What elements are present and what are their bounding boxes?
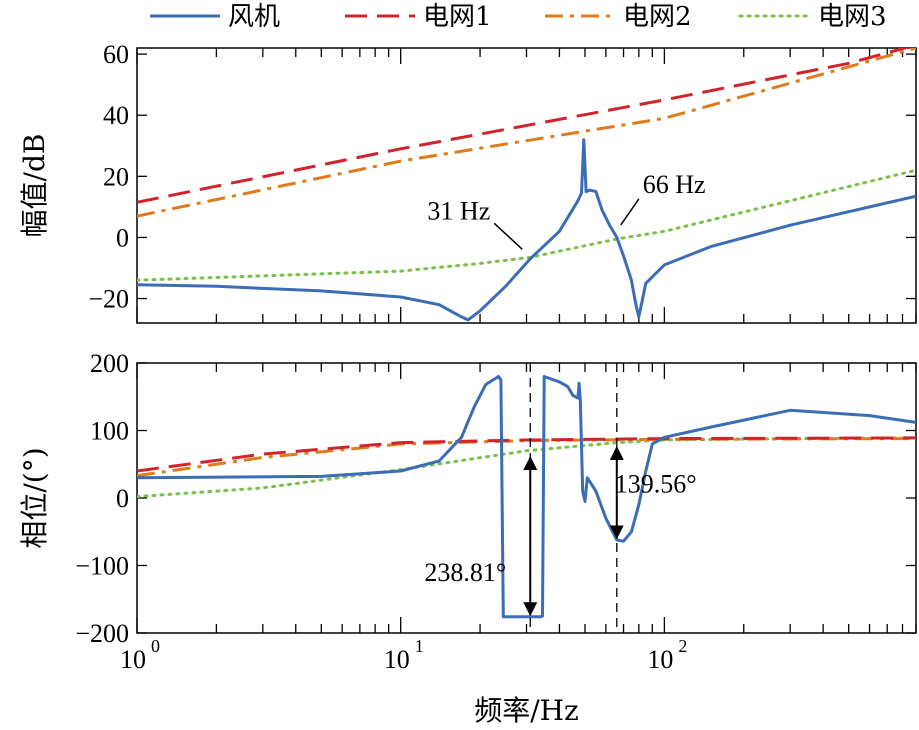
- phase-line-grid-2: [137, 437, 916, 478]
- phase-y-tick-label: 100: [90, 417, 129, 446]
- phase-line-grid-1: [137, 436, 916, 473]
- magnitude-panel: −20 0 20 40 60 幅值/dB 31 Hz 66 Hz: [18, 40, 917, 324]
- phase-y-tick-label: −200: [75, 619, 129, 648]
- phase-difference-label-1: 139.56°: [615, 470, 697, 499]
- x-tick-label-exponent: 2: [678, 636, 687, 656]
- magnitude-y-axis-title: 幅值/dB: [18, 134, 51, 238]
- x-tick-label: 10: [120, 645, 146, 674]
- x-tick-label-exponent: 1: [415, 636, 424, 656]
- phase-series-group: [137, 375, 916, 619]
- magnitude-line-grid-2: [137, 48, 916, 218]
- legend: 风机 电网1 电网2 电网3: [150, 2, 887, 32]
- phase-y-tick-label: 200: [90, 349, 129, 378]
- x-tick-label: 10: [384, 645, 410, 674]
- legend-label-grid-2: 电网2: [623, 2, 692, 32]
- magnitude-series-group: [137, 48, 916, 322]
- phase-line-fan: [137, 375, 916, 619]
- legend-label-fan: 风机: [228, 2, 280, 32]
- magnitude-y-tick-label: 40: [103, 101, 129, 130]
- legend-label-grid-1: 电网1: [423, 2, 492, 32]
- phase-line-grid-3: [137, 436, 916, 499]
- annotation-31hz-leader: [493, 222, 523, 250]
- annotation-31hz-label: 31 Hz: [427, 196, 490, 225]
- x-axis-title: 频率/Hz: [474, 694, 579, 727]
- magnitude-y-tick-label: 0: [116, 223, 129, 252]
- magnitude-y-tick-label: 60: [103, 40, 129, 69]
- annotation-66hz-label: 66 Hz: [643, 170, 706, 199]
- legend-label-grid-3: 电网3: [818, 2, 887, 32]
- phase-y-tick-label: 0: [116, 484, 129, 513]
- phase-difference-label-0: 238.81°: [424, 558, 506, 587]
- annotation-66hz-leader: [620, 198, 640, 226]
- magnitude-y-tick-label: 20: [103, 162, 129, 191]
- magnitude-frame: [136, 47, 917, 324]
- phase-y-axis-title: 相位/(°): [18, 447, 51, 548]
- magnitude-line-grid-1: [137, 48, 911, 204]
- phase-panel: −200 −100 0 100 200 相位/(°) 238.81° 139.56°: [18, 349, 917, 648]
- x-tick-label: 10: [647, 645, 673, 674]
- magnitude-line-fan: [137, 138, 916, 322]
- x-axis-title-group: 10 0 10 1 10 2频率/Hz: [120, 636, 687, 727]
- x-tick-label-exponent: 0: [151, 636, 160, 656]
- phase-y-tick-label: −100: [75, 552, 129, 581]
- phase-frame: [136, 362, 917, 634]
- magnitude-y-tick-label: −20: [88, 285, 129, 314]
